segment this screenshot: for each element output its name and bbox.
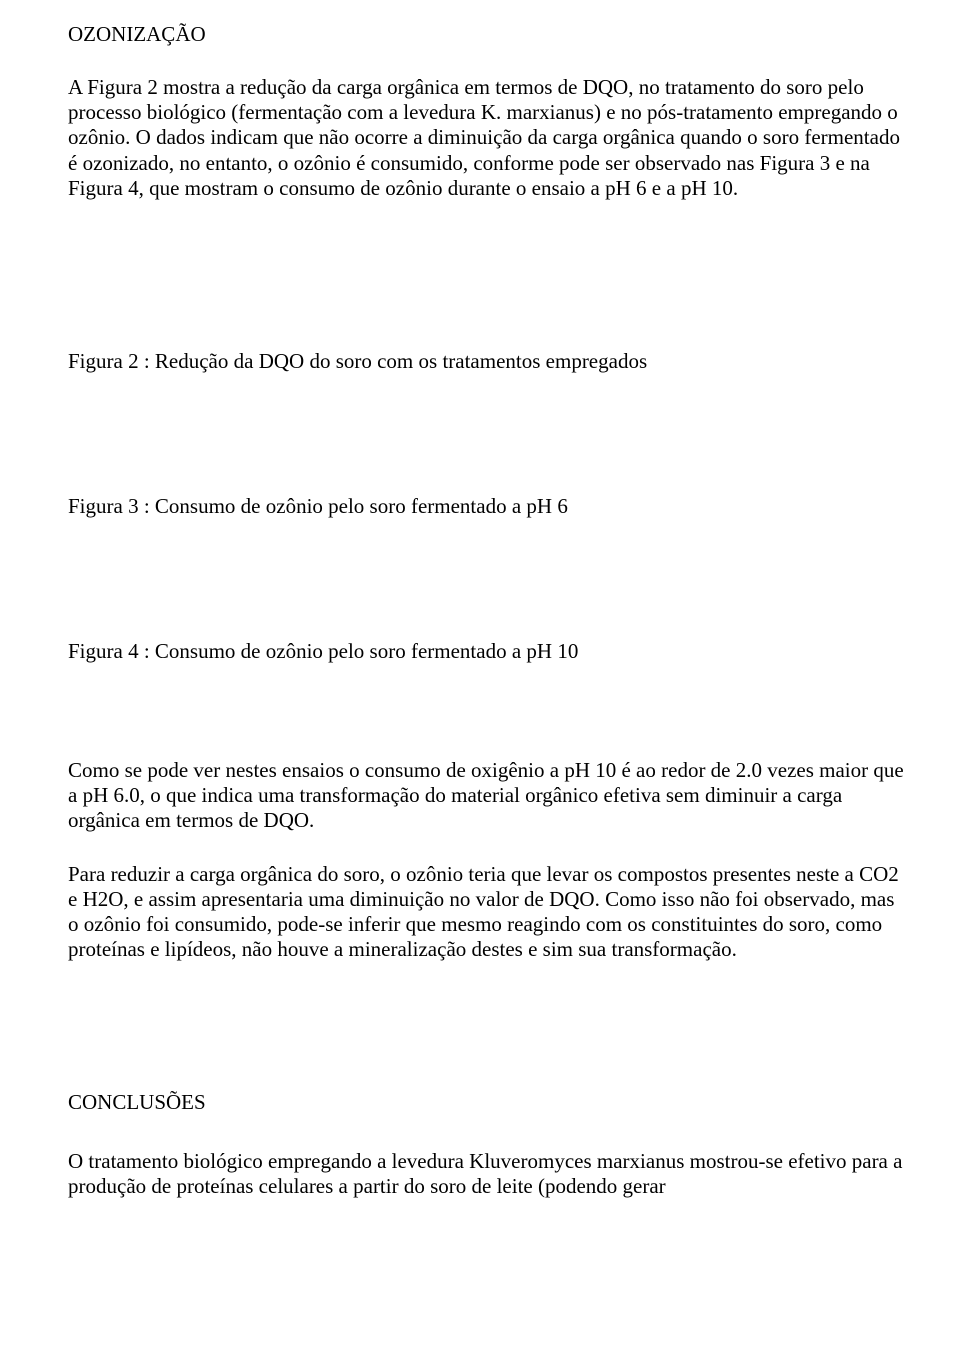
figure-3-caption: Figura 3 : Consumo de ozônio pelo soro f… — [68, 494, 904, 519]
spacer — [68, 519, 904, 639]
figure-2-caption: Figura 2 : Redução da DQO do soro com os… — [68, 349, 904, 374]
spacer — [68, 229, 904, 349]
page-content: OZONIZAÇÃO A Figura 2 mostra a redução d… — [0, 0, 960, 1222]
paragraph-conclusoes: O tratamento biológico empregando a leve… — [68, 1149, 904, 1199]
paragraph-intro: A Figura 2 mostra a redução da carga org… — [68, 75, 904, 201]
heading-ozonizacao: OZONIZAÇÃO — [68, 22, 904, 47]
spacer — [68, 664, 904, 758]
figure-4-caption: Figura 4 : Consumo de ozônio pelo soro f… — [68, 639, 904, 664]
paragraph-reduzir: Para reduzir a carga orgânica do soro, o… — [68, 862, 904, 963]
spacer — [68, 374, 904, 494]
spacer — [68, 990, 904, 1090]
heading-conclusoes: CONCLUSÕES — [68, 1090, 904, 1115]
paragraph-consumo: Como se pode ver nestes ensaios o consum… — [68, 758, 904, 834]
